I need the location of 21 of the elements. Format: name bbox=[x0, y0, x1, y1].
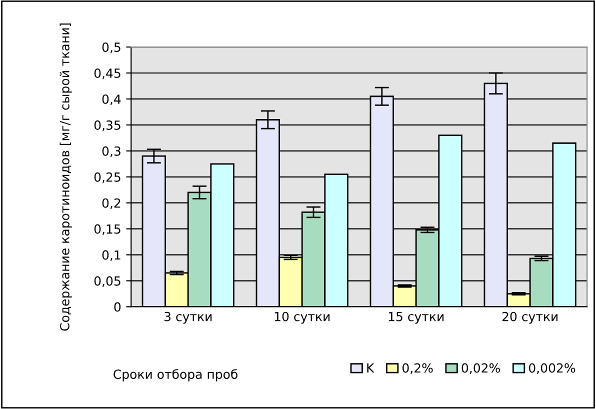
x-tick-label: 15 сутки bbox=[388, 312, 444, 324]
y-tick-label: 0,2 bbox=[102, 198, 120, 210]
legend-label: 0,02% bbox=[462, 363, 500, 374]
y-tick-label: 0 bbox=[114, 302, 121, 312]
y-tick-label: 0,5 bbox=[102, 42, 120, 54]
y-tick-label: 0,1 bbox=[102, 250, 120, 262]
y-tick-label: 0,45 bbox=[94, 68, 120, 80]
y-tick-label: 0,4 bbox=[102, 94, 121, 106]
y-tick-label: 0,35 bbox=[94, 120, 120, 132]
legend-label: 0,2% bbox=[402, 363, 433, 374]
y-axis-title: Содержание каротиноидов [мг/г сырой ткани] bbox=[60, 23, 72, 331]
y-tick-label: 0,15 bbox=[94, 224, 120, 236]
legend-label: 0,002% bbox=[528, 363, 576, 374]
x-tick-label: 10 сутки bbox=[274, 312, 330, 324]
x-tick-label: 20 сутки bbox=[502, 312, 558, 324]
x-axis-title: Сроки отбора проб bbox=[114, 369, 238, 382]
y-tick-label: 0,05 bbox=[94, 276, 120, 287]
x-tick-label: 3 сутки bbox=[164, 312, 212, 324]
y-tick-label: 0,25 bbox=[94, 172, 120, 184]
legend-label: K bbox=[367, 363, 374, 373]
y-tick-label: 0,3 bbox=[102, 146, 120, 158]
